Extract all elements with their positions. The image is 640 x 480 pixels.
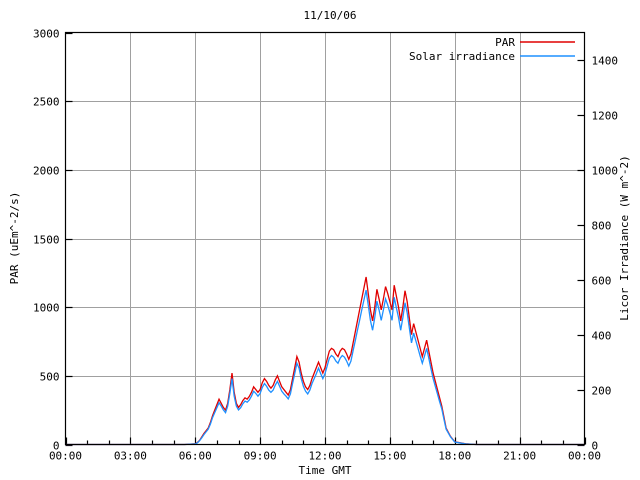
y2-tick-label: 1200	[592, 110, 619, 123]
y-tick-label: 1500	[33, 234, 60, 247]
y2-tick-label: 1000	[592, 165, 619, 178]
x-tick-label: 03:00	[114, 450, 147, 463]
y-axis-right-title: Licor Irradiance (W m^-2)	[618, 155, 631, 321]
legend-label: PAR	[495, 36, 515, 49]
x-tick-label: 21:00	[503, 450, 536, 463]
legend-label: Solar irradiance	[409, 50, 515, 63]
y-tick-label: 2000	[33, 165, 60, 178]
y-tick-label: 500	[40, 371, 60, 384]
y2-tick-label: 400	[592, 330, 612, 343]
x-axis-title: Time GMT	[299, 464, 352, 477]
y2-tick-label: 0	[592, 440, 599, 453]
y2-tick-label: 1400	[592, 55, 619, 68]
x-tick-label: 00:00	[568, 450, 601, 463]
x-tick-label: 15:00	[373, 450, 406, 463]
y-axis-left-ticks: 0 500 1000 1500 2000 2500 3000	[33, 28, 73, 453]
grid-lines	[65, 32, 585, 445]
y-axis-right-ticks: 0 200 400 600 800 1000 1200 1400	[577, 55, 619, 453]
chart-title: 11/10/06	[304, 9, 357, 22]
y-tick-label: 1000	[33, 302, 60, 315]
series-line-par	[65, 276, 585, 446]
x-tick-label: 06:00	[179, 450, 212, 463]
x-tick-label: 18:00	[438, 450, 471, 463]
series-line-solar-irradiance	[65, 290, 585, 446]
y2-tick-label: 200	[592, 385, 612, 398]
x-tick-label: 12:00	[308, 450, 341, 463]
y-tick-label: 0	[53, 440, 60, 453]
x-tick-label: 09:00	[244, 450, 277, 463]
plot-frame	[64, 31, 586, 446]
x-tick-label: 00:00	[49, 450, 82, 463]
y2-tick-label: 800	[592, 220, 612, 233]
y-tick-label: 3000	[33, 28, 60, 41]
y-axis-left-title: PAR (uEm^-2/s)	[8, 192, 21, 285]
y2-tick-label: 600	[592, 275, 612, 288]
data-series-layer	[65, 276, 585, 446]
x-axis-ticks: 00:00 03:00 06:00 09:00 12:00 15:00 18:00 21:00…	[49, 437, 601, 463]
y-tick-label: 2500	[33, 96, 60, 109]
